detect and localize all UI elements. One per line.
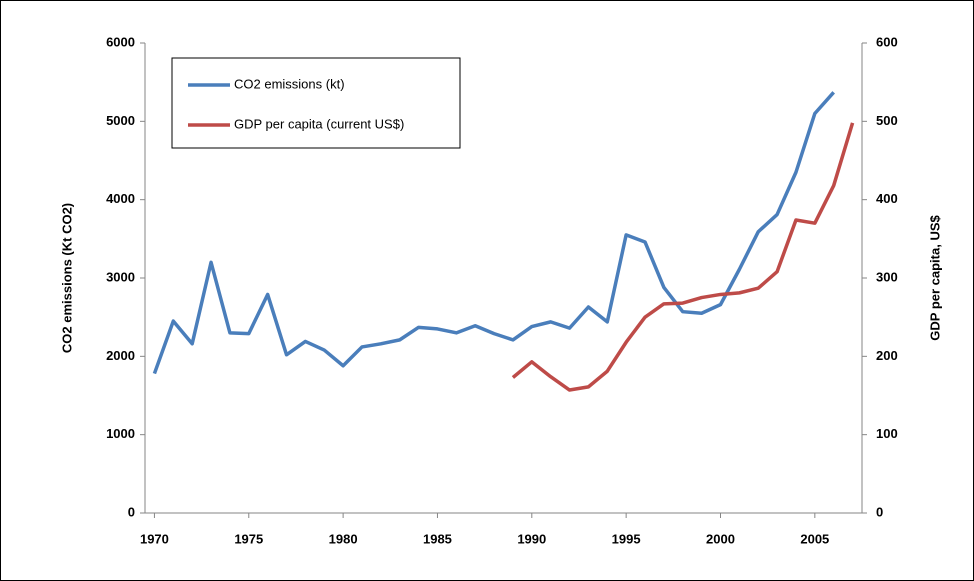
x-tick-label: 1980 [329,531,358,546]
series-line [511,122,855,392]
y-tick-label: 6000 [106,34,135,49]
y-tick-label: 0 [128,504,135,519]
y2-tick-label: 0 [876,504,883,519]
x-tick-label: 1985 [423,531,452,546]
x-tick-label: 2005 [800,531,829,546]
legend-label: CO2 emissions (kt) [234,76,345,91]
x-tick-label: 1990 [517,531,546,546]
y-tick-label: 2000 [106,348,135,363]
y2-tick-label: 100 [876,426,898,441]
y2-tick-label: 400 [876,191,898,206]
y-tick-label: 5000 [106,113,135,128]
y2-tick-label: 200 [876,348,898,363]
x-tick-label: 2000 [706,531,735,546]
x-tick-label: 1975 [234,531,263,546]
y-axis-label: CO2 emissions (Kt CO2) [59,203,74,353]
y-tick-label: 1000 [106,426,135,441]
series-line [152,91,836,375]
y2-axis-label: GDP per capita, US$ [927,214,942,340]
y-tick-label: 3000 [106,269,135,284]
x-tick-label: 1970 [140,531,169,546]
y2-tick-label: 600 [876,34,898,49]
y2-tick-label: 500 [876,113,898,128]
legend-label: GDP per capita (current US$) [234,116,404,131]
legend-box [171,57,461,149]
y2-tick-label: 300 [876,269,898,284]
y-tick-label: 4000 [106,191,135,206]
x-tick-label: 1995 [612,531,641,546]
